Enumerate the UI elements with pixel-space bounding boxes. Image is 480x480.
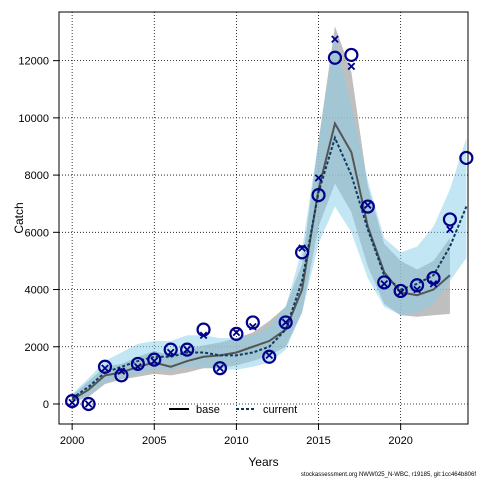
series-lines: [71, 120, 468, 401]
axis-ticks: 2000 2005 2010 2015 2020 0 2000 4000 6000 8000 100…: [18, 56, 412, 447]
observed-circle: [196, 322, 211, 337]
y-tick-label: 0: [43, 399, 49, 411]
observed-cross-stroke: [117, 367, 126, 375]
observed-circle: [81, 396, 96, 412]
observed-circle: [459, 150, 474, 166]
observed-circle: [97, 359, 113, 374]
observed-cross: [84, 400, 93, 408]
observed-cross: [68, 398, 76, 407]
legend-current-label: current: [263, 404, 297, 416]
observed-cross-stroke: [380, 279, 389, 288]
observed-circle: [393, 283, 408, 299]
observed-cross: [199, 331, 208, 340]
observed-cross: [265, 351, 274, 360]
legend: base current: [169, 404, 297, 416]
observed-cross-stroke: [232, 328, 241, 337]
x-tick-label: 2010: [224, 435, 248, 447]
x-tick-label: 2000: [60, 435, 84, 447]
y-tick-label: 4000: [25, 285, 49, 297]
observed-cross-stroke: [216, 364, 224, 373]
band-base: [72, 26, 450, 403]
observed-circle: [229, 326, 244, 341]
observed-cross-stroke: [150, 357, 159, 365]
observed-cross: [281, 318, 290, 327]
observed-cross: [101, 364, 109, 373]
observed-cross: [446, 225, 454, 234]
observed-cross: [347, 62, 356, 71]
observed-cross-stroke: [298, 244, 306, 252]
observed-circle: [360, 199, 375, 214]
observed-cross-stroke: [248, 322, 257, 331]
y-tick-label: 6000: [25, 227, 49, 239]
observed-cross-stroke: [265, 351, 274, 360]
observed-circle: [409, 278, 425, 293]
observed-cross: [150, 357, 159, 365]
observed-cross: [363, 201, 372, 209]
observed-cross: [134, 362, 142, 371]
observed-cross-stroke: [413, 285, 421, 294]
observed-circle: [212, 361, 228, 376]
observed-cross-stroke: [396, 288, 405, 297]
observed-circle: [65, 394, 80, 409]
observed-circle: [163, 342, 178, 357]
observed-cross-stroke: [183, 345, 191, 354]
x-tick-label: 2020: [388, 435, 412, 447]
observed-cross-stroke: [68, 398, 76, 407]
y-tick-label: 10000: [18, 113, 49, 125]
observed-circle: [295, 245, 310, 260]
observed-circle: [147, 352, 162, 367]
observed-cross-stroke: [347, 62, 356, 71]
observed-cross: [331, 35, 339, 44]
observed-cross-stroke: [363, 201, 372, 209]
observed-cross-stroke: [429, 279, 438, 288]
observed-cross: [248, 322, 257, 331]
observed-circle: [311, 188, 326, 203]
y-tick-label: 8000: [25, 170, 49, 182]
observed-cross-stroke: [166, 348, 175, 357]
observed-cross-stroke: [446, 225, 454, 234]
observed-circle: [442, 212, 458, 227]
observed-cross-stroke: [199, 331, 208, 340]
observed-cross: [166, 348, 175, 357]
observed-circle: [377, 275, 392, 290]
observed-circle: [114, 368, 129, 383]
observed-circle: [130, 356, 145, 372]
observed-cross-stroke: [134, 362, 142, 371]
observed-circle: [262, 349, 277, 364]
series-line-base: [71, 120, 451, 401]
x-tick-label: 2015: [306, 435, 330, 447]
observed-cross-stroke: [331, 35, 339, 44]
observed-cross: [396, 288, 405, 297]
observed-cross: [298, 244, 306, 252]
y-axis-title: Catch: [12, 202, 26, 233]
observed-circle: [278, 315, 293, 330]
observed-cross: [183, 345, 191, 354]
plot-frame: [58, 11, 469, 425]
observed-cross: [117, 367, 126, 375]
observed-circle: [344, 47, 359, 63]
legend-base-label: base: [196, 404, 220, 416]
observation-markers: [65, 35, 474, 412]
observed-cross-stroke: [281, 318, 290, 327]
footer-credit: stockassessment.org NWW025_N-WBC, r19185…: [300, 472, 476, 478]
observed-cross: [232, 328, 241, 337]
y-tick-label: 2000: [25, 342, 49, 354]
observed-cross: [429, 279, 438, 288]
x-axis-title: Years: [248, 455, 278, 469]
observed-cross: [216, 364, 224, 373]
observed-cross: [413, 285, 421, 294]
x-tick-label: 2005: [142, 435, 166, 447]
observed-circle: [180, 342, 195, 357]
observed-cross-stroke: [314, 174, 323, 182]
observed-circle: [327, 50, 343, 65]
observed-cross-stroke: [101, 364, 109, 373]
observed-cross: [380, 279, 389, 288]
observed-circle: [245, 315, 260, 330]
observed-cross: [314, 174, 323, 182]
observed-cross-stroke: [84, 400, 93, 408]
series-line-current: [71, 135, 468, 400]
y-tick-label: 12000: [18, 56, 49, 68]
band-current: [72, 37, 467, 403]
